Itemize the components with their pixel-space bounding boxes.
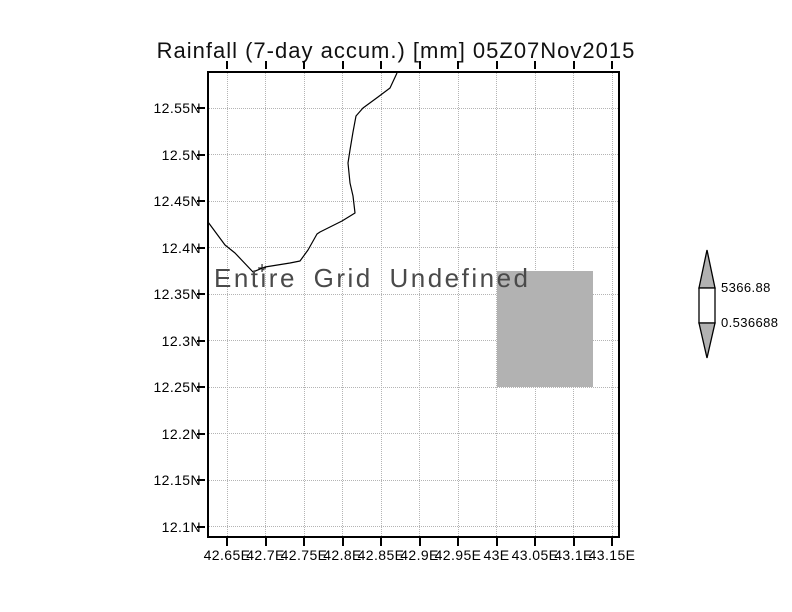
x-axis-tick-label: 43.05E [511, 547, 559, 563]
page-title: Rainfall (7-day accum.) [mm] 05Z07Nov201… [156, 38, 636, 63]
x-axis-tick [341, 61, 344, 69]
y-axis-tick-label: 12.5N [161, 146, 201, 163]
colorbar: 5366.88 0.536688 [695, 244, 792, 366]
x-axis-tick [534, 538, 536, 546]
y-axis-tick [197, 246, 205, 249]
plus-marker-icon [258, 264, 267, 273]
x-axis-tick [534, 61, 536, 69]
x-axis-tick [264, 61, 267, 69]
y-axis-tick-label: 12.35N [153, 286, 201, 303]
x-axis-tick [380, 61, 382, 69]
x-axis-tick [495, 538, 498, 546]
x-axis-tick-label: 42.8E [323, 547, 362, 563]
x-axis-tick-label: 42.75E [280, 547, 328, 563]
colorbar-mid-band [698, 287, 716, 324]
y-axis-tick-label: 12.4N [161, 239, 201, 256]
y-gridline [207, 200, 620, 202]
x-axis-tick [457, 61, 459, 69]
y-axis-tick-label: 12.15N [153, 472, 201, 489]
x-axis-tick-label: 42.7E [246, 547, 285, 563]
x-gridline [342, 71, 343, 538]
x-gridline [457, 71, 459, 538]
y-axis-tick-label: 12.55N [153, 100, 201, 116]
x-axis-tick [226, 538, 228, 546]
y-axis-tick-label: 12.45N [153, 193, 201, 210]
x-axis-tick [418, 61, 421, 69]
x-gridline [380, 71, 382, 538]
coastline-map-layer [207, 72, 398, 273]
colorbar-min-label: 0.536688 [721, 315, 779, 330]
y-axis-tick [197, 339, 205, 342]
colorbar-lower-arrow [698, 322, 716, 359]
y-axis-tick [197, 293, 205, 296]
colorbar-upper-arrow [698, 249, 716, 289]
x-axis-tick [611, 61, 613, 69]
y-gridline [207, 154, 620, 156]
y-gridline [207, 479, 620, 481]
x-axis-tick [572, 61, 575, 69]
x-axis-tick [457, 538, 459, 546]
x-gridline [419, 71, 420, 538]
x-gridline [265, 71, 266, 538]
x-axis-tick [611, 538, 613, 546]
colorbar-max-label: 5366.88 [721, 280, 771, 295]
y-axis-tick [197, 153, 205, 156]
x-axis-tick [572, 538, 575, 546]
y-gridline [207, 247, 620, 249]
y-axis-tick-label: 12.25N [153, 379, 201, 396]
y-gridline [207, 433, 620, 435]
x-axis-tick [303, 538, 305, 546]
y-gridline [207, 107, 620, 109]
x-gridline [303, 71, 305, 538]
x-axis-tick-label: 42.85E [357, 547, 405, 563]
map-plot-area: 42.65E 42.7E 42.75E 42.8E 42.85E 42.9E 42.95E 4… [153, 61, 635, 563]
x-axis-tick [341, 538, 344, 546]
y-gridline [207, 526, 620, 528]
y-axis-tick-label: 12.1N [161, 518, 201, 535]
plot-frame [207, 71, 620, 538]
x-gridline [611, 71, 613, 538]
x-axis-tick [495, 61, 498, 69]
x-axis-tick-label: 42.95E [434, 547, 482, 563]
x-axis-tick [303, 61, 305, 69]
x-axis-tick-label: 42.9E [400, 547, 439, 563]
y-axis-tick [197, 432, 205, 435]
y-gridline [207, 340, 620, 342]
y-axis-tick [197, 200, 205, 203]
coastline-path [207, 72, 398, 273]
x-axis-tick-label: 42.65E [203, 547, 251, 563]
y-axis-tick-label: 12.2N [161, 425, 201, 442]
x-axis-tick [226, 61, 228, 69]
x-axis-tick-label: 43.1E [554, 547, 593, 563]
undefined-grid-annotation: Entire Grid Undefined [214, 263, 531, 293]
x-axis-tick [380, 538, 382, 546]
y-axis-tick-label: 12.3N [161, 332, 201, 349]
y-axis-tick [197, 386, 205, 389]
colorbar-arrow-icon [698, 249, 716, 359]
x-axis-tick-label: 43.15E [588, 547, 636, 563]
x-axis-tick [418, 538, 421, 546]
y-gridline [207, 386, 620, 388]
y-gridline [207, 293, 620, 295]
x-gridline [226, 71, 228, 538]
y-axis-tick [197, 525, 205, 528]
y-axis-tick [197, 479, 205, 482]
y-axis-tick [197, 107, 205, 109]
shaded-data-cell [496, 270, 593, 388]
x-axis-tick-label: 43E [483, 547, 510, 563]
x-axis-tick [264, 538, 267, 546]
